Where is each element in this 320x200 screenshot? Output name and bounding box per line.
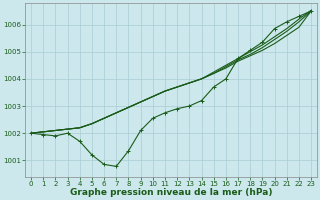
- X-axis label: Graphe pression niveau de la mer (hPa): Graphe pression niveau de la mer (hPa): [70, 188, 272, 197]
